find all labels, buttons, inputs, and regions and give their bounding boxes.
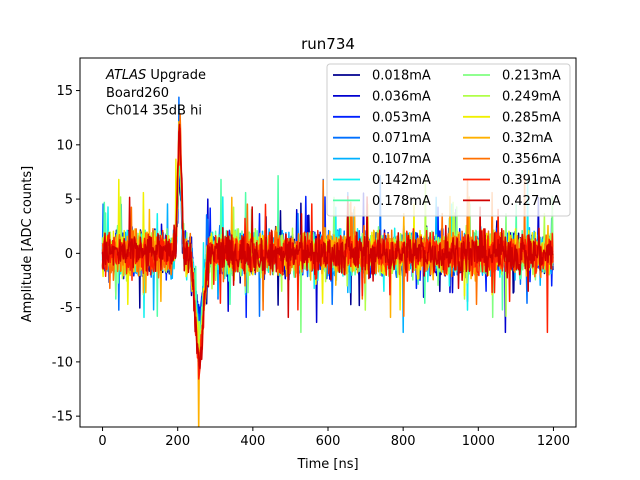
series-line-13 (101, 123, 554, 370)
x-tick-label: 400 (240, 434, 265, 449)
legend-label-13: 0.427mA (502, 194, 561, 209)
x-axis-label: Time [ns] (296, 457, 358, 472)
annotation-line: ATLAS Upgrade (105, 68, 206, 83)
x-tick-label: 200 (165, 434, 190, 449)
plot-area (101, 96, 554, 427)
legend-label-12: 0.391mA (502, 173, 561, 188)
atlas-annotation: ATLAS Upgrade Board260 Ch014 35dB hi (105, 68, 206, 119)
y-tick-label: 5 (65, 193, 73, 208)
legend-label-4: 0.107mA (372, 152, 431, 167)
y-tick-label: -5 (60, 301, 73, 316)
y-tick-label: 15 (56, 84, 73, 99)
x-tick-label: 1000 (462, 434, 495, 449)
annotation-upgrade: Upgrade (146, 68, 206, 83)
legend-box (326, 63, 571, 217)
atlas-label: ATLAS (105, 68, 146, 83)
legend-label-10: 0.32mA (502, 131, 553, 146)
y-axis-label: Amplitude [ADC counts] (20, 166, 35, 322)
chart-title: run734 (301, 35, 355, 53)
annotation-line: Ch014 35dB hi (106, 104, 202, 119)
y-tick-label: -10 (52, 355, 73, 370)
legend-label-9: 0.285mA (502, 110, 561, 125)
x-tick-label: 600 (316, 434, 341, 449)
y-tick-label: 0 (65, 247, 73, 262)
y-tick-label: -15 (52, 410, 73, 425)
legend-label-8: 0.249mA (502, 89, 561, 104)
legend-label-11: 0.356mA (502, 152, 561, 167)
legend: 0.018mA 0.036mA 0.053mA 0.071mA 0.107mA 0.142… (326, 63, 571, 217)
legend-label-1: 0.036mA (372, 89, 431, 104)
x-axis: 0 200 400 600 800 1000 1200 (98, 427, 570, 449)
x-tick-label: 800 (391, 434, 416, 449)
annotation-line: Board260 (106, 86, 169, 101)
legend-label-6: 0.178mA (372, 194, 431, 209)
legend-label-2: 0.053mA (372, 110, 431, 125)
legend-label-0: 0.018mA (372, 69, 431, 84)
legend-label-3: 0.071mA (372, 131, 431, 146)
x-tick-label: 0 (98, 434, 106, 449)
y-tick-label: 10 (56, 138, 73, 153)
legend-label-5: 0.142mA (372, 173, 431, 188)
x-tick-label: 1200 (537, 434, 570, 449)
legend-label-7: 0.213mA (502, 69, 561, 84)
y-axis: -15 -10 -5 0 5 10 15 (52, 84, 80, 425)
